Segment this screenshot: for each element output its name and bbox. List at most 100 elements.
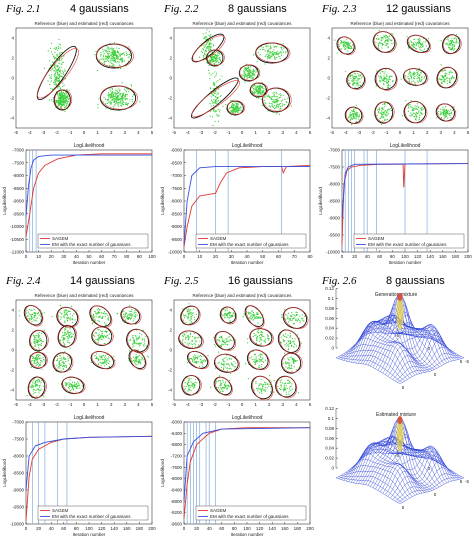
sample-point [190, 377, 192, 379]
x-tick-label: 30 [229, 254, 235, 259]
sample-point [59, 70, 61, 72]
sample-point [57, 95, 59, 97]
sample-point [59, 354, 61, 356]
sample-point [209, 47, 211, 49]
sample-point [122, 93, 124, 95]
sample-point [67, 94, 69, 96]
estimated-ellipse [246, 305, 265, 329]
sample-point [252, 335, 254, 338]
estimated-ellipse [36, 48, 79, 99]
sample-point [384, 37, 387, 39]
sample-point [389, 84, 391, 86]
sample-point [196, 357, 198, 359]
estimated-ellipse [281, 352, 303, 373]
y-tick-label: -10000 [168, 250, 183, 255]
sample-point [233, 312, 235, 315]
sample-point [255, 316, 257, 318]
sample-point [349, 113, 352, 115]
sample-point [78, 382, 80, 384]
sample-point [43, 341, 45, 343]
sample-point [268, 383, 270, 385]
sample-point [68, 335, 71, 337]
sample-point [200, 355, 203, 358]
sample-point [393, 42, 395, 44]
sample-point [214, 76, 216, 78]
sample-point [252, 78, 254, 80]
sample-point [116, 312, 118, 314]
sample-point [256, 313, 258, 315]
sample-point [67, 341, 69, 343]
sample-point [423, 77, 425, 79]
sample-point [414, 74, 416, 76]
sample-point [58, 66, 60, 69]
sample-point [439, 114, 441, 116]
sample-point [256, 387, 258, 389]
sample-point [263, 99, 265, 102]
sample-point [216, 115, 218, 117]
sample-point [30, 318, 32, 321]
sample-point [108, 95, 110, 97]
sample-point [259, 353, 261, 355]
sample-point [59, 87, 62, 89]
sample-point [385, 119, 387, 121]
sample-point [253, 70, 255, 72]
sample-point [205, 32, 207, 34]
sample-point [63, 314, 65, 316]
sample-point [408, 106, 410, 108]
sample-point [183, 314, 185, 316]
sample-point [53, 81, 55, 84]
sample-point [293, 366, 295, 368]
sample-point [97, 107, 99, 109]
sample-point [209, 111, 212, 113]
sample-point [222, 105, 224, 107]
sample-point [131, 360, 133, 362]
sample-point [298, 392, 300, 394]
sample-point [38, 392, 40, 394]
sample-point [119, 94, 121, 96]
sample-point [385, 69, 387, 71]
sample-point [133, 93, 135, 95]
sample-point [63, 362, 65, 364]
sample-point [104, 98, 107, 100]
sample-point [218, 379, 220, 382]
sample-point [244, 66, 246, 69]
sample-point [289, 357, 291, 359]
scatter-x-tick-label: 2 [268, 402, 271, 407]
sample-point [68, 341, 70, 343]
sample-point [356, 85, 358, 87]
sample-point [353, 78, 356, 80]
sample-point [450, 48, 453, 51]
sample-point [98, 309, 101, 311]
sample-point [125, 91, 128, 93]
y-axis-label: LogLikelihood [160, 459, 165, 487]
sample-point [257, 97, 259, 99]
sample-point [120, 53, 122, 55]
sample-point [353, 81, 355, 83]
sample-point [296, 319, 298, 322]
sample-point [266, 387, 268, 389]
sample-point [258, 331, 260, 333]
sample-point [416, 70, 418, 72]
x-tick-label: 120 [414, 254, 422, 259]
sample-point [127, 318, 129, 321]
sample-point [130, 318, 132, 320]
sample-point [391, 42, 393, 45]
sample-point [235, 105, 237, 107]
sample-point [290, 389, 292, 392]
sample-point [213, 343, 216, 346]
sample-point [53, 70, 55, 72]
sample-point [101, 317, 104, 319]
sample-point [107, 53, 109, 55]
sample-point [141, 334, 143, 336]
sample-point [247, 72, 249, 74]
sample-point [213, 336, 215, 338]
sample-point [58, 47, 60, 50]
y-tick-label: -7500 [12, 437, 24, 442]
sample-point [251, 317, 254, 319]
sample-point [292, 359, 294, 361]
sample-point [217, 108, 219, 111]
sample-point [32, 334, 35, 337]
sample-point [198, 56, 201, 58]
scatter-y-tick-label: -4 [168, 116, 172, 121]
sample-point [63, 358, 65, 360]
